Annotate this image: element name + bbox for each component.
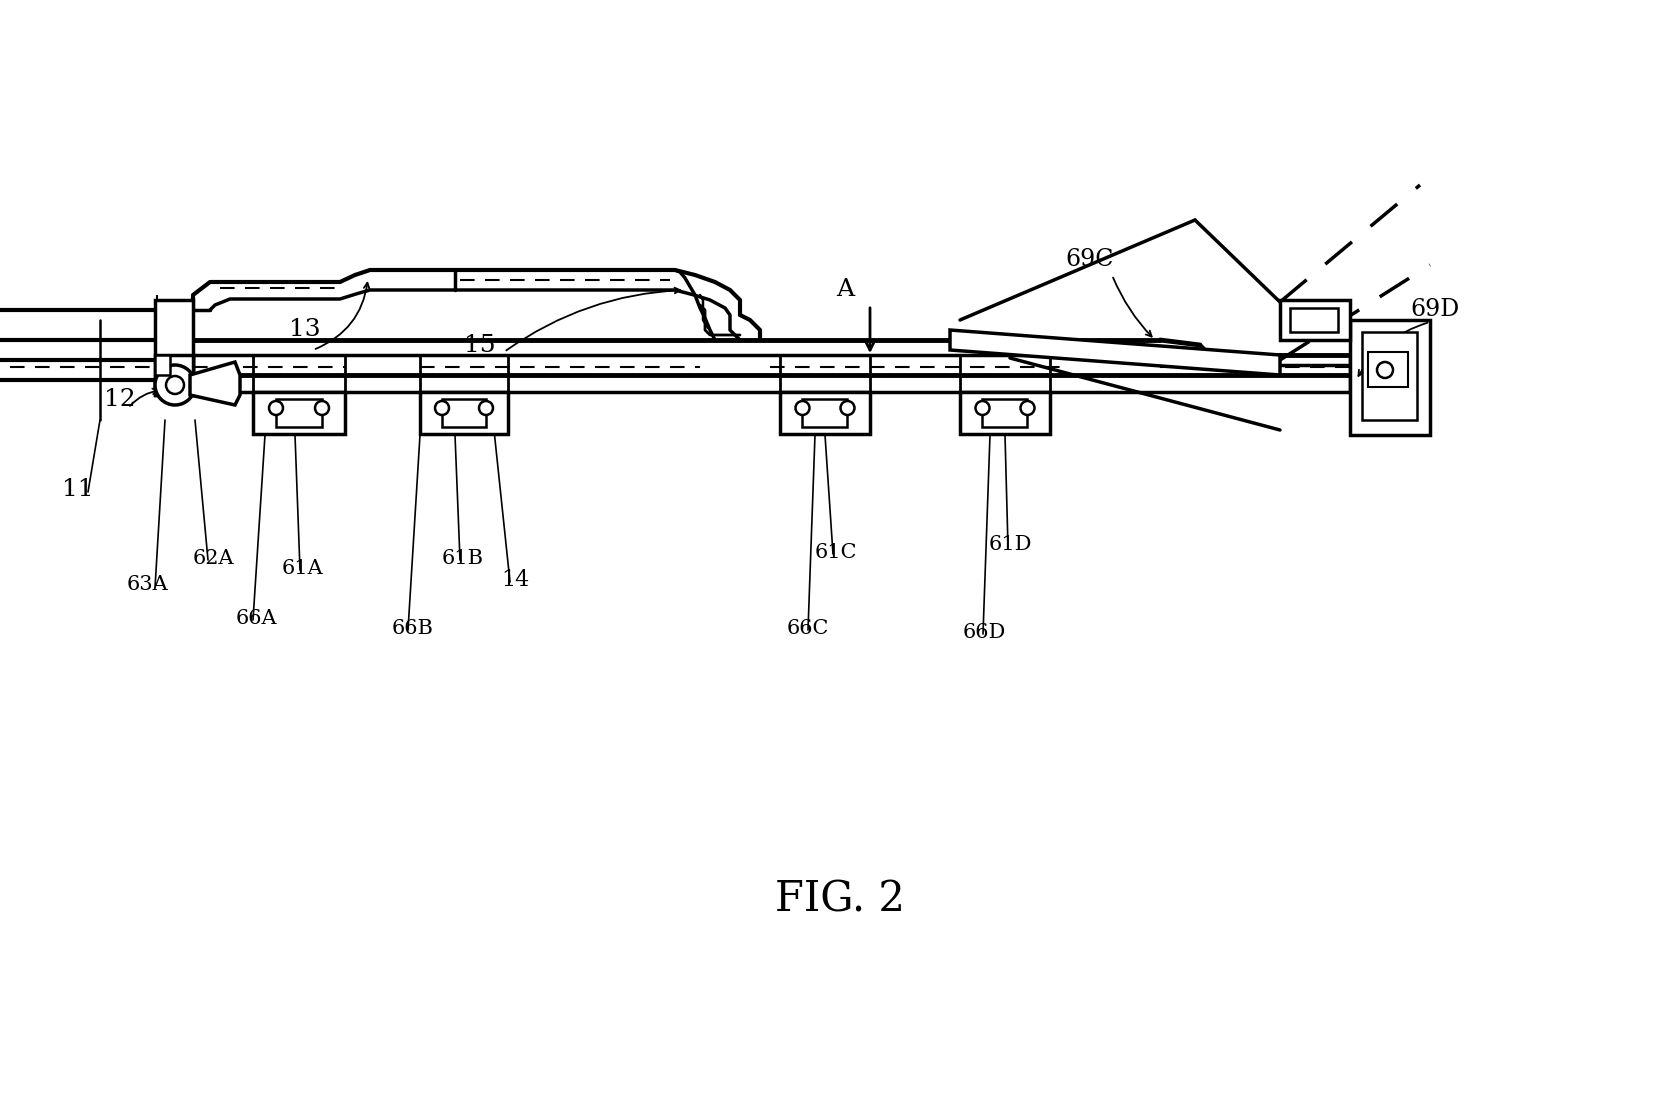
Text: 61A: 61A bbox=[282, 558, 324, 577]
Text: 15: 15 bbox=[464, 334, 496, 356]
Bar bbox=[155, 355, 170, 375]
Text: FIG. 2: FIG. 2 bbox=[774, 879, 904, 922]
Circle shape bbox=[314, 401, 329, 416]
Text: 66C: 66C bbox=[786, 619, 828, 638]
Text: 62A: 62A bbox=[192, 548, 234, 567]
Bar bbox=[254, 392, 344, 435]
Text: 61C: 61C bbox=[815, 543, 857, 562]
Bar bbox=[163, 372, 176, 386]
Text: 69D: 69D bbox=[1410, 298, 1458, 322]
Bar bbox=[780, 392, 870, 435]
Bar bbox=[1368, 352, 1408, 386]
Bar bbox=[155, 300, 193, 395]
Circle shape bbox=[166, 376, 183, 394]
Text: 61B: 61B bbox=[442, 548, 484, 567]
Bar bbox=[1289, 308, 1337, 332]
Circle shape bbox=[795, 401, 810, 416]
Text: 63A: 63A bbox=[128, 575, 168, 594]
Bar bbox=[801, 399, 847, 427]
Circle shape bbox=[269, 401, 282, 416]
Bar bbox=[1278, 300, 1349, 340]
Bar bbox=[1361, 332, 1416, 420]
Circle shape bbox=[155, 365, 195, 405]
Text: A: A bbox=[835, 278, 853, 302]
Circle shape bbox=[479, 401, 492, 416]
Text: 69C: 69C bbox=[1065, 248, 1114, 271]
Bar bbox=[276, 399, 323, 427]
Text: 13: 13 bbox=[289, 318, 321, 342]
Bar bbox=[1349, 319, 1430, 435]
Bar bbox=[155, 355, 193, 395]
Circle shape bbox=[435, 401, 449, 416]
Polygon shape bbox=[190, 362, 240, 405]
Polygon shape bbox=[949, 330, 1278, 375]
Bar bbox=[959, 392, 1050, 435]
Text: 12: 12 bbox=[104, 389, 136, 411]
Text: 66A: 66A bbox=[235, 609, 277, 628]
Bar bbox=[420, 392, 507, 435]
Circle shape bbox=[974, 401, 990, 416]
Circle shape bbox=[1376, 362, 1393, 378]
Circle shape bbox=[1020, 401, 1033, 416]
Bar bbox=[981, 399, 1026, 427]
Bar bbox=[442, 399, 486, 427]
Text: 66B: 66B bbox=[391, 619, 433, 638]
Text: 11: 11 bbox=[62, 478, 94, 502]
Text: 61D: 61D bbox=[988, 535, 1032, 554]
Text: 66D: 66D bbox=[961, 622, 1005, 641]
Text: 14: 14 bbox=[501, 569, 529, 591]
Circle shape bbox=[840, 401, 853, 416]
